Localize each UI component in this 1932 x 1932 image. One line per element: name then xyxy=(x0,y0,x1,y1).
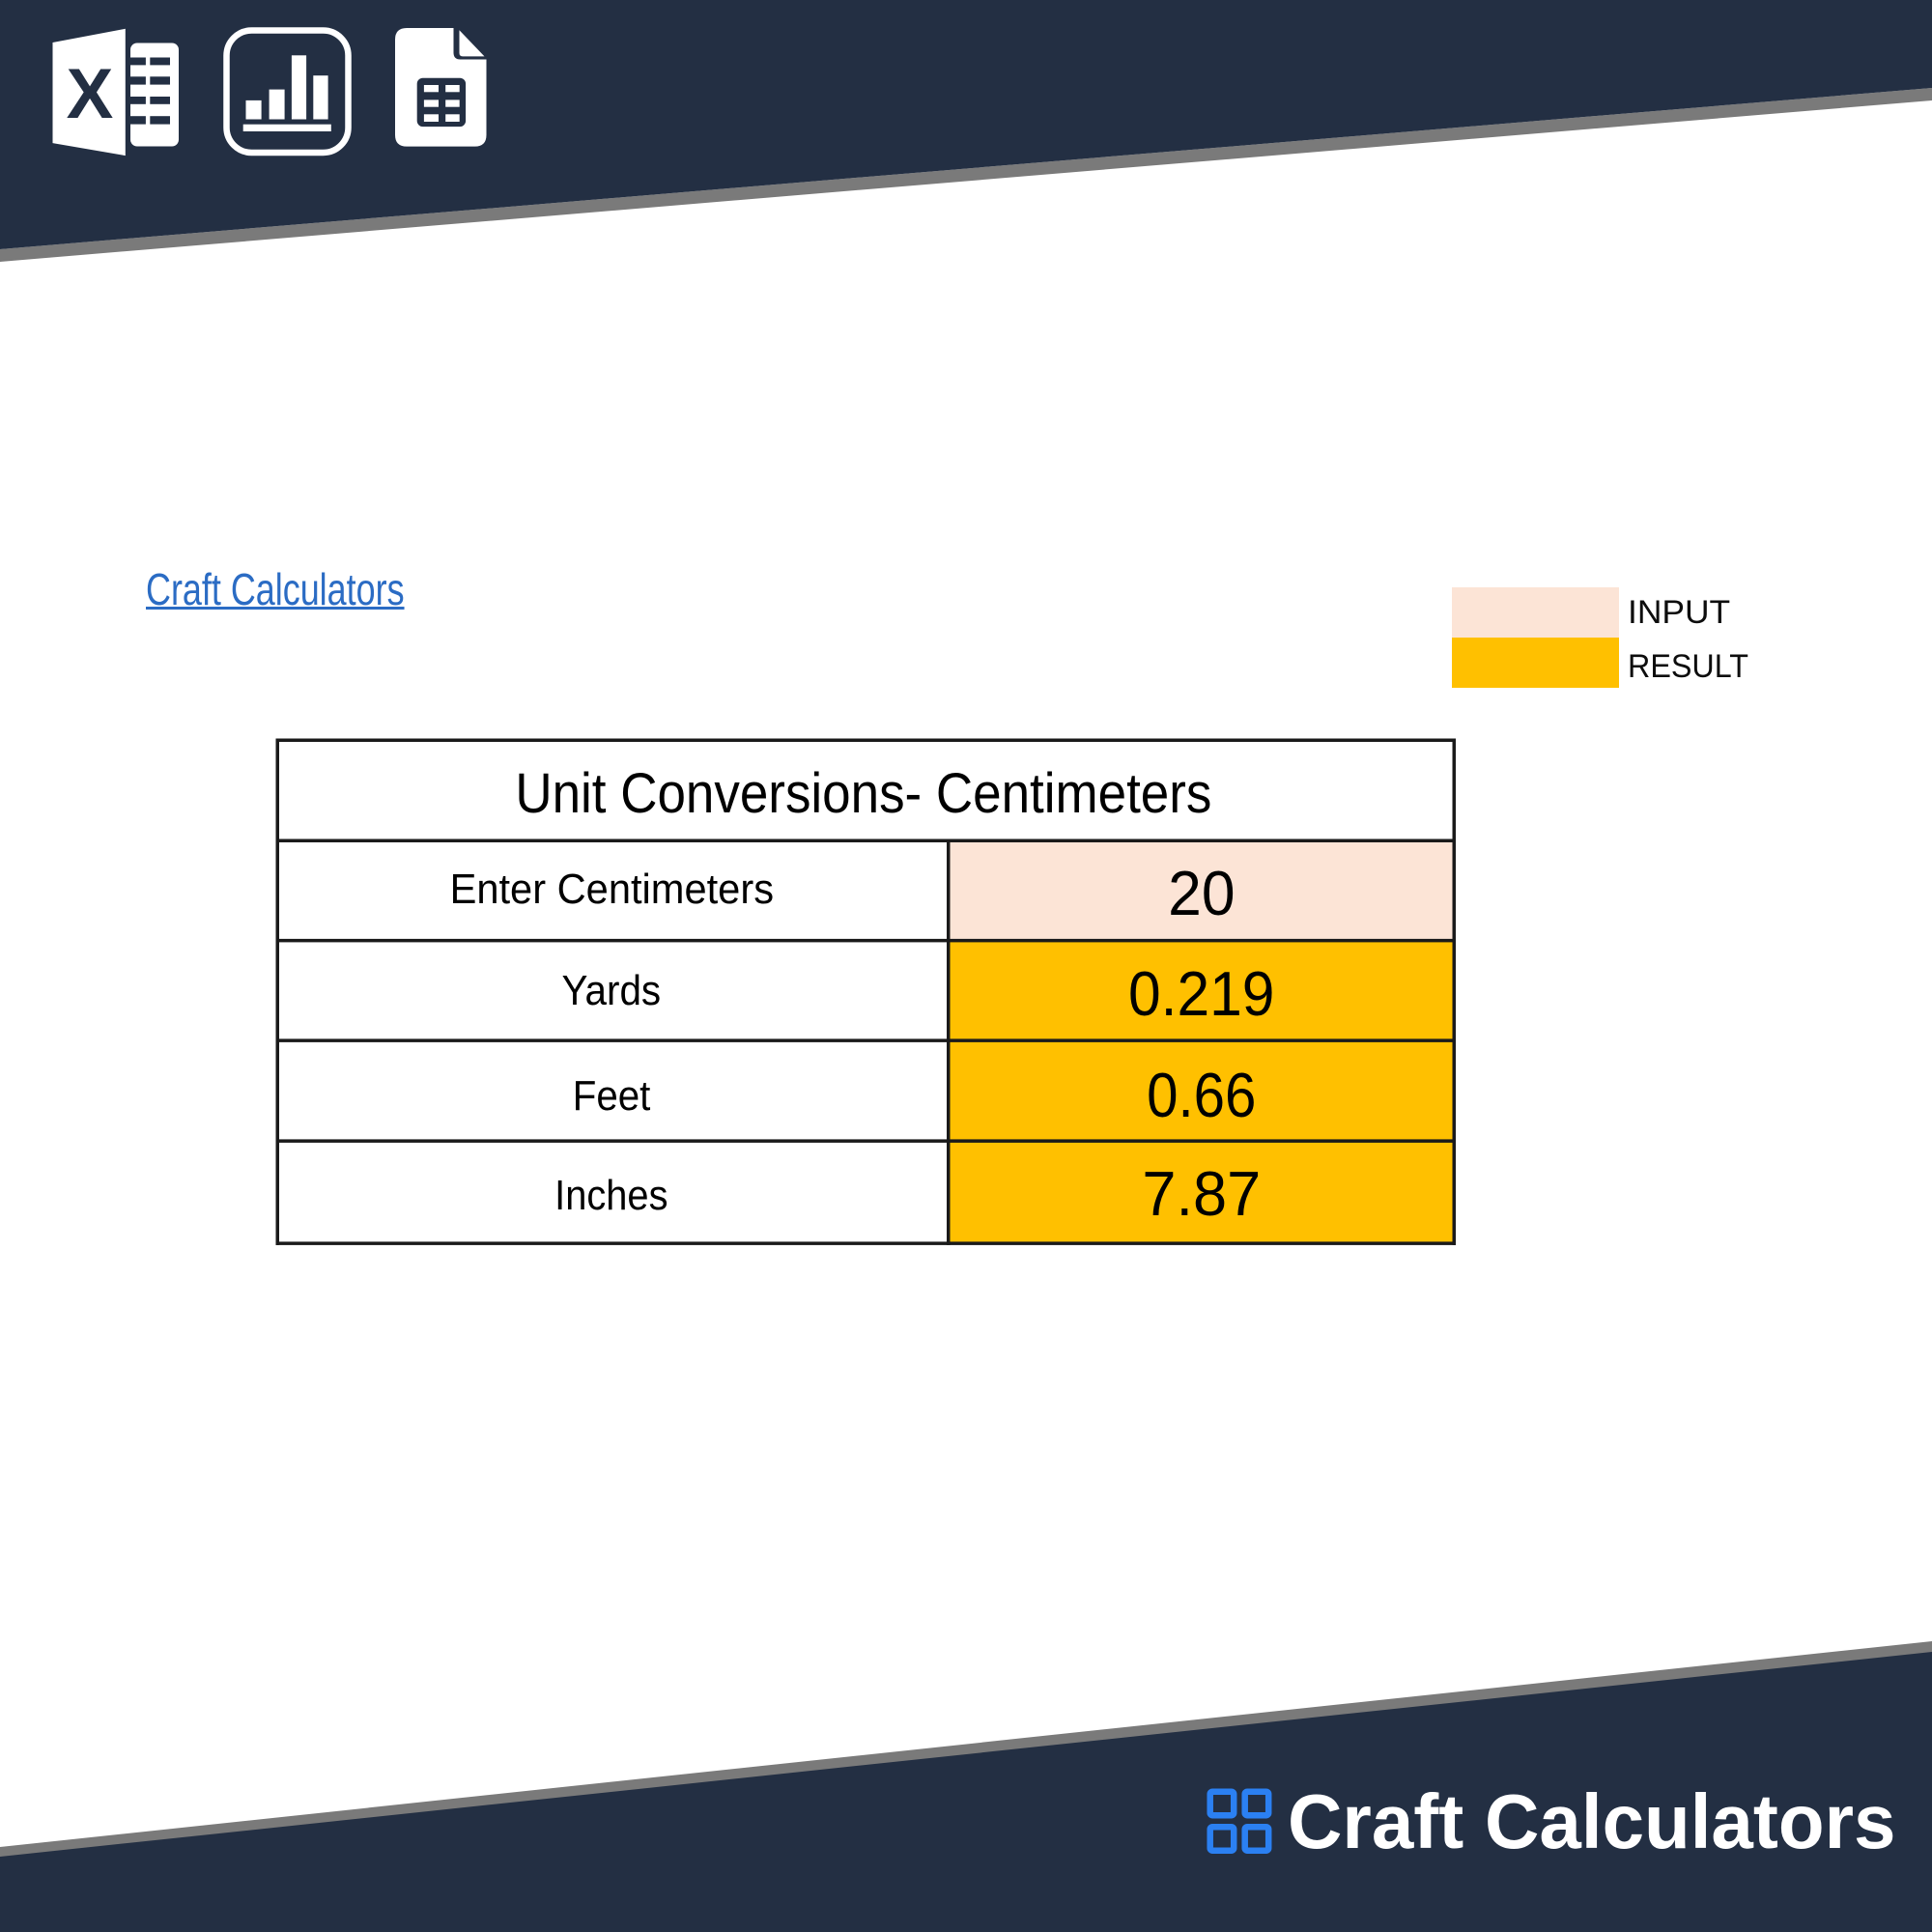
svg-text:X: X xyxy=(67,55,114,133)
